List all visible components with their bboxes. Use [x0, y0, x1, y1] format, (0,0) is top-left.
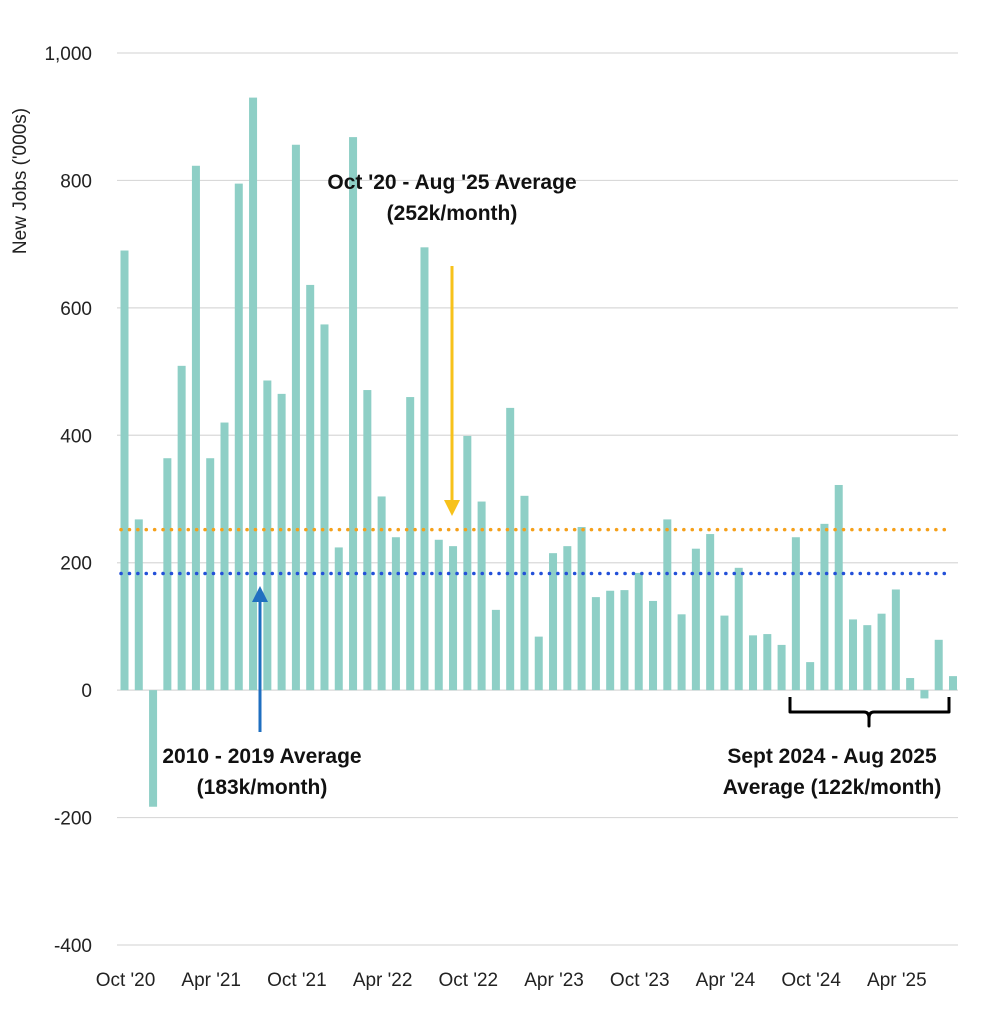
- bar-2022-08: [434, 539, 443, 691]
- x-tick-label: Oct '23: [610, 970, 670, 991]
- bar-2024-11: [820, 523, 829, 691]
- bar-2021-06: [234, 183, 243, 691]
- x-tick-label: Apr '21: [181, 970, 241, 991]
- annotation-recent-average-line2: Average (122k/month): [723, 776, 942, 799]
- bar-2022-06: [406, 397, 415, 691]
- bar-2020-12: [149, 690, 158, 807]
- x-tick-label: Apr '23: [524, 970, 584, 991]
- y-tick-label: 400: [60, 426, 92, 447]
- bar-2022-09: [449, 546, 458, 691]
- bar-2024-01: [677, 614, 686, 691]
- bar-2021-03: [191, 165, 200, 691]
- bar-2024-07: [763, 634, 772, 691]
- bar-2020-10: [120, 250, 129, 691]
- bar-2021-05: [220, 422, 229, 691]
- bar-2022-11: [477, 501, 486, 691]
- x-tick-label: Apr '22: [353, 970, 413, 991]
- bar-2024-08: [777, 644, 786, 691]
- bar-2023-05: [563, 546, 572, 691]
- bar-2022-10: [463, 435, 472, 691]
- bar-2024-02: [691, 548, 700, 691]
- bar-2023-02: [520, 495, 529, 691]
- bar-2025-08: [949, 676, 957, 691]
- bar-2021-04: [206, 458, 215, 691]
- bar-2021-08: [263, 380, 272, 691]
- bar-2022-05: [391, 537, 400, 691]
- bar-2025-06: [920, 690, 929, 699]
- bar-2024-12: [834, 484, 843, 691]
- bar-2025-04: [891, 589, 900, 691]
- y-tick-label: -400: [54, 936, 92, 957]
- y-tick-label: -200: [54, 809, 92, 830]
- bar-2021-09: [277, 393, 286, 691]
- bar-2021-07: [249, 97, 258, 691]
- bar-2025-07: [934, 639, 943, 691]
- annotation-overall-average-line1: Oct '20 - Aug '25 Average: [327, 171, 576, 194]
- annotation-recent-average-line1: Sept 2024 - Aug 2025: [727, 745, 937, 768]
- bar-2022-01: [334, 547, 343, 691]
- bar-2024-05: [734, 567, 743, 691]
- bar-2023-06: [577, 527, 586, 691]
- bar-2023-09: [620, 590, 629, 691]
- bar-2021-11: [306, 284, 315, 691]
- bar-2025-01: [849, 619, 858, 691]
- bar-2023-04: [549, 553, 558, 691]
- bar-2023-11: [649, 600, 658, 691]
- bar-2022-03: [363, 390, 372, 691]
- bar-2023-12: [663, 519, 672, 691]
- bar-2022-07: [420, 247, 429, 691]
- recent-period-bracket: [788, 697, 951, 728]
- bar-2021-02: [177, 365, 186, 691]
- annotations: Oct '20 - Aug '25 Average (252k/month) 2…: [162, 171, 951, 799]
- y-tick-label: 0: [81, 681, 92, 702]
- bar-2022-12: [491, 609, 500, 691]
- overall-average-arrow: [444, 266, 460, 516]
- y-tick-label: 600: [60, 299, 92, 320]
- bar-2025-03: [877, 613, 886, 691]
- bar-2024-09: [791, 537, 800, 691]
- bar-2024-03: [706, 534, 715, 691]
- y-tick-label: 200: [60, 554, 92, 575]
- y-tick-label: 1,000: [44, 44, 92, 65]
- bar-2021-01: [163, 458, 172, 691]
- bar-2023-03: [534, 636, 543, 691]
- x-tick-label: Oct '22: [439, 970, 499, 991]
- y-axis-label: New Jobs ('000s): [10, 108, 31, 254]
- x-tick-label: Oct '20: [96, 970, 156, 991]
- bar-2023-07: [591, 597, 600, 691]
- bar-2024-10: [806, 662, 815, 691]
- annotation-decade-average-line1: 2010 - 2019 Average: [162, 745, 361, 768]
- bar-2021-12: [320, 324, 329, 691]
- bar-2021-10: [291, 144, 300, 691]
- x-axis-ticks: Oct '20 Apr '21 Oct '21 Apr '22 Oct '22 Apr '…: [96, 970, 927, 991]
- decade-average-arrow: [252, 586, 268, 732]
- bar-2020-11: [134, 519, 143, 691]
- bar-2024-04: [720, 615, 729, 691]
- bar-2025-05: [906, 678, 915, 691]
- bars: [120, 97, 957, 807]
- bar-2025-02: [863, 625, 872, 691]
- x-tick-label: Oct '21: [267, 970, 327, 991]
- annotation-overall-average-line2: (252k/month): [387, 202, 518, 225]
- bar-2022-04: [377, 496, 386, 691]
- y-tick-label: 800: [60, 171, 92, 192]
- bar-2023-08: [606, 590, 615, 691]
- x-tick-label: Oct '24: [781, 970, 841, 991]
- bar-2023-10: [634, 572, 643, 691]
- y-axis-ticks: -400 -200 0 200 400 600 800 1,000: [44, 44, 92, 957]
- bar-2024-06: [749, 635, 758, 691]
- bar-2022-02: [349, 137, 358, 691]
- annotation-decade-average-line2: (183k/month): [197, 776, 328, 799]
- bar-2023-01: [506, 407, 515, 691]
- x-tick-label: Apr '24: [696, 970, 756, 991]
- x-tick-label: Apr '25: [867, 970, 927, 991]
